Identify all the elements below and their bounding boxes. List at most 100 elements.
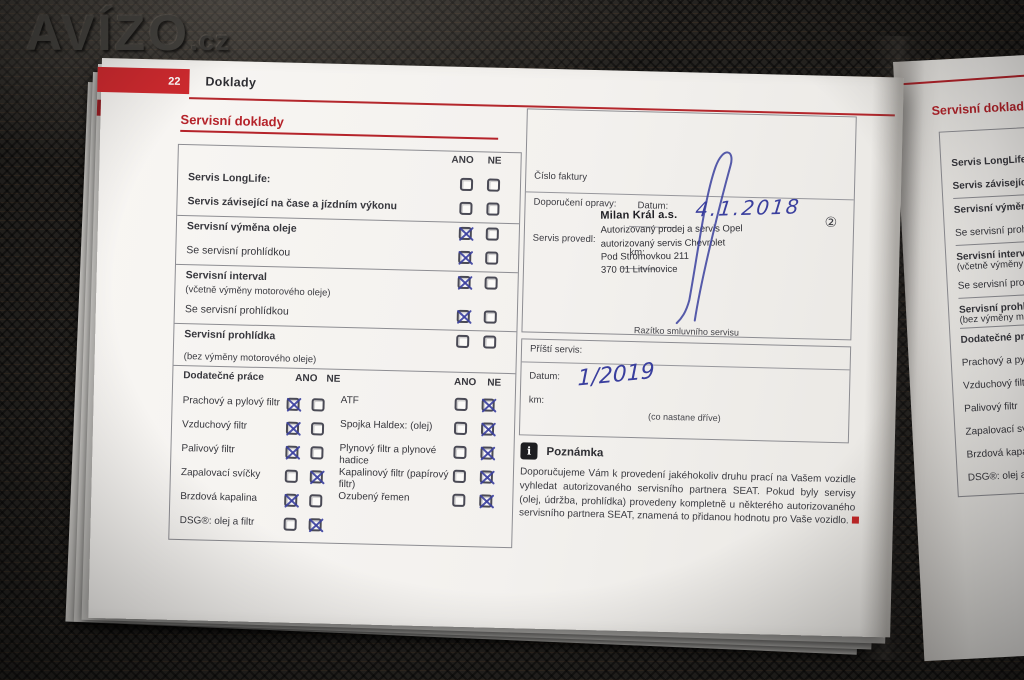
checkbox-ano: [453, 421, 468, 436]
additional-works-title: Dodatečné práce: [183, 370, 264, 384]
checkbox-ne: [484, 276, 498, 290]
checkbox-ne: [481, 398, 495, 412]
performed-label: Servis provedl:: [532, 232, 596, 246]
note-section: i Poznámka Doporučujeme Vám k provedení …: [519, 442, 860, 528]
checkbox-ano: [456, 334, 470, 348]
checkbox-ano: [454, 397, 468, 412]
col-header-ne: NE: [487, 377, 502, 389]
checkbox-ne: [480, 422, 495, 436]
checkbox-ne: [485, 227, 499, 241]
stamp-line: 370 01 Litvínovice: [600, 264, 678, 276]
service-record-box: Datum: 4.1.2018 km: Číslo faktury Doporu…: [521, 108, 857, 341]
checkbox-pair: [452, 469, 494, 484]
checkbox-ne: [486, 178, 501, 192]
red-marker-square: [851, 516, 860, 524]
right-page-rule: [894, 69, 1024, 86]
next-km-label: km:: [528, 394, 545, 406]
info-icon-glyph: i: [526, 444, 532, 458]
checkbox-ano: [286, 397, 300, 411]
checkbox-pair: [458, 250, 499, 265]
stamp-line: autorizovaný servis Chevrolet: [600, 237, 726, 250]
checkbox-ne: [479, 470, 494, 484]
section-title: Servisní doklady: [180, 111, 499, 140]
col-headers-left-pair: ANO NE: [295, 373, 340, 385]
note-header: i Poznámka: [520, 442, 856, 467]
row-label: Spojka Haldex: (olej): [339, 418, 433, 433]
checkbox-ano: [459, 177, 474, 192]
service-table: ANO NE Servis LongLife: Servis záv: [168, 143, 522, 549]
row-label: Zapalovací svíčky: [180, 467, 261, 481]
checkbox-ne: [311, 397, 325, 412]
checkbox-pair: [284, 493, 323, 508]
checkbox-ano: [458, 226, 472, 241]
recommendation-label: Doporučení opravy:: [533, 196, 617, 210]
row-label: Ozubený řemen: [338, 490, 410, 504]
watermark-avizo: AVÍZO.cz: [26, 4, 230, 62]
right-page-table: Servis LongLife: Servis závisející na ča…: [938, 119, 1024, 498]
checkbox-pair: [285, 421, 325, 436]
page-number: 22: [168, 75, 181, 88]
checkbox-pair: [456, 334, 497, 349]
service-performed-area: Doporučení opravy: Servis provedl: Milan…: [522, 151, 854, 348]
row-label: Prachový a pylový filtr: [182, 395, 281, 409]
checkbox-ne: [309, 469, 323, 484]
invoice-label: Číslo faktury: [534, 170, 588, 183]
next-service-body: Datum: 1/2019 km: (co nastane dříve): [520, 358, 849, 428]
checkbox-ano: [452, 493, 466, 508]
checkbox-pair: [286, 397, 325, 412]
checkbox-pair: [283, 517, 322, 532]
watermark-text: AVÍZO: [26, 5, 191, 61]
handwritten-next-date: 1/2019: [577, 358, 655, 392]
checkbox-ano: [452, 469, 467, 484]
checkbox-ne: [483, 309, 497, 324]
chapter-title: Doklady: [205, 74, 257, 90]
right-page-section-title: Servisní doklady: [931, 98, 1024, 119]
whichever-first-note: (co nastane dříve): [648, 411, 721, 424]
checkbox-pair: [459, 177, 501, 192]
checkbox-pair: [454, 397, 495, 412]
next-service-box: Příští servis: Datum: 1/2019 km: (co nas…: [518, 338, 852, 444]
checkbox-pair: [459, 201, 500, 216]
circled-number-badge: ②: [824, 213, 838, 231]
additional-works: Prachový a pylový filtr Vzduchový filtr: [169, 387, 515, 547]
additional-left-column: Prachový a pylový filtr Vzduchový filtr: [179, 389, 340, 537]
stamp-caption: Razítko smluvního servisu: [633, 325, 740, 338]
checkbox-ano: [456, 309, 470, 323]
next-date-label: Datum:: [529, 370, 561, 383]
checkbox-ne: [308, 517, 322, 532]
checkbox-ano: [453, 445, 467, 460]
checkbox-ne: [479, 494, 493, 508]
right-page: Servisní doklady Servis LongLife: Servis…: [893, 51, 1024, 662]
row-label: ATF: [340, 394, 359, 407]
additional-right-column: ATF Spojka Haldex: (olej): [337, 393, 514, 541]
left-page: 22 Doklady Servisní doklady ANO NE Servi…: [88, 58, 904, 638]
service-rows: Servis LongLife: Servis závisející na ča…: [173, 167, 520, 375]
watermark-tld: .cz: [190, 25, 231, 56]
checkbox-pair: [453, 421, 495, 436]
info-icon: i: [520, 442, 538, 460]
checkbox-pair: [453, 445, 494, 460]
checkbox-ne: [483, 334, 497, 349]
col-headers-right-pair: ANO NE: [454, 377, 501, 389]
right-page-row: Servis LongLife:: [951, 153, 1024, 170]
additional-row: Ozubený řemen: [338, 489, 513, 517]
checkbox-ne: [310, 445, 324, 460]
additional-row: DSG®: olej a filtr: [179, 509, 338, 537]
row-label: Palivový filtr: [181, 443, 235, 456]
row-label: DSG®: olej a filtr: [179, 515, 255, 529]
checkbox-ne: [480, 446, 494, 460]
page-tab: 22: [97, 66, 190, 95]
checkbox-ne: [309, 493, 323, 508]
col-header-ano: ANO: [453, 376, 477, 389]
col-header-ano: ANO: [451, 154, 474, 167]
checkbox-pair: [456, 309, 497, 324]
col-header-ano: ANO: [295, 372, 318, 385]
checkbox-ano: [459, 201, 473, 216]
checkbox-ano: [285, 445, 299, 459]
stamp-line: Autorizovaný prodej a servis Opel: [600, 223, 743, 237]
checkbox-pair: [457, 275, 498, 290]
stamp-company: Milan Král a.s.: [600, 208, 678, 222]
checkbox-pair: [284, 469, 323, 484]
checkbox-ano: [457, 275, 471, 290]
